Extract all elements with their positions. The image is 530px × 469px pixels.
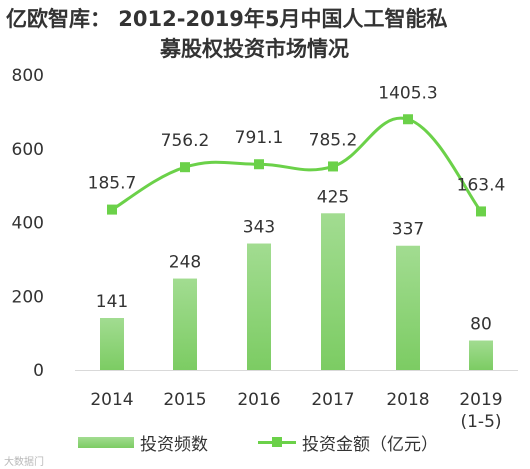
watermark: 大数据门: [4, 457, 44, 468]
bar: [100, 318, 124, 370]
legend: 投资频数 投资金额（亿元）: [0, 430, 530, 455]
legend-item-bars: 投资频数: [78, 430, 208, 455]
amount-value-label: 791.1: [235, 128, 284, 148]
y-tick-label: 800: [12, 66, 44, 86]
y-tick-label: 0: [33, 361, 44, 381]
amount-point-marker: [107, 204, 117, 215]
amount-value-label: 163.4: [457, 175, 506, 195]
bar: [321, 213, 345, 370]
amount-point-marker: [254, 159, 264, 170]
amount-point-marker: [328, 161, 338, 172]
title-line-1: 亿欧智库： 2012-2019年5月中国人工智能私: [6, 7, 448, 31]
legend-line-label: 投资金额（亿元）: [302, 434, 438, 455]
bar-value-label: 425: [317, 187, 349, 207]
bar-value-label: 80: [470, 315, 492, 335]
bar-value-label: 343: [243, 218, 275, 238]
bar: [469, 340, 493, 370]
y-tick-label: 200: [12, 287, 44, 307]
x-tick-label: 2018: [386, 390, 429, 410]
bar: [173, 278, 197, 370]
x-tick-label: 2017: [311, 390, 354, 410]
bar: [247, 243, 271, 370]
x-tick-label: 2016: [237, 390, 280, 410]
legend-item-line: 投资金额（亿元）: [258, 430, 438, 455]
x-tick-label: 2015: [163, 390, 206, 410]
x-tick-label: 2014: [90, 390, 133, 410]
amount-value-label: 785.2: [309, 130, 358, 150]
amount-point-marker: [180, 162, 190, 173]
amount-value-label: 1405.3: [378, 83, 437, 103]
legend-bar-swatch: [78, 436, 134, 448]
amount-series-line: [111, 116, 483, 213]
amount-value-label: 185.7: [88, 174, 137, 194]
bar-value-label: 337: [392, 220, 424, 240]
amount-value-label: 756.2: [161, 131, 210, 151]
legend-line-swatch: [258, 435, 296, 449]
y-tick-label: 400: [12, 214, 44, 234]
bar: [396, 245, 420, 370]
amount-point-marker: [476, 206, 486, 217]
bar-value-label: 248: [169, 253, 201, 273]
title-line-2: 募股权投资市场情况: [160, 37, 349, 61]
chart-title: 亿欧智库： 2012-2019年5月中国人工智能私 募股权投资市场情况: [6, 4, 524, 64]
amount-point-marker: [403, 114, 413, 125]
bar-value-label: 141: [96, 292, 128, 312]
x-tick-label: (1-5): [460, 412, 501, 432]
legend-bar-label: 投资频数: [140, 434, 208, 455]
x-tick-label: 2019: [459, 390, 502, 410]
y-tick-label: 600: [12, 140, 44, 160]
